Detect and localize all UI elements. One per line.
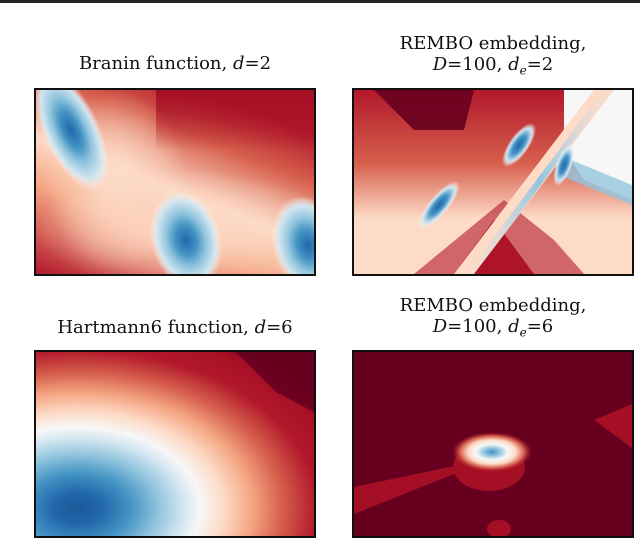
title-eq: =6: [266, 317, 293, 338]
rembo6-title: REMBO embedding, D=100, de=6: [352, 295, 634, 344]
var-sub: e: [519, 63, 527, 78]
title-eq: =2: [244, 53, 272, 74]
var-D: D: [432, 316, 448, 337]
rembo2-title: REMBO embedding, D=100, de=2: [352, 33, 634, 82]
title-line1: REMBO embedding,: [399, 33, 587, 54]
rembo2-contour-plot: [352, 88, 634, 276]
title-var: d: [254, 317, 267, 338]
rembo6-contour-plot: [352, 350, 634, 538]
title-mid: =100,: [447, 316, 509, 337]
hartmann6-contour-plot: [34, 350, 316, 538]
title-var: d: [232, 53, 245, 74]
title-eq: =2: [526, 54, 554, 75]
branin-contour-plot: [34, 88, 316, 276]
var-d: d: [508, 316, 520, 337]
title-line2: D=100, de=2: [352, 54, 634, 82]
title-mid: =100,: [447, 54, 509, 75]
title-line1: REMBO embedding,: [399, 295, 587, 316]
var-D: D: [432, 54, 448, 75]
hartmann6-title: Hartmann6 function, d=6: [20, 317, 330, 338]
var-d: d: [508, 54, 520, 75]
branin-title: Branin function, d=2: [34, 53, 316, 74]
title-text: Branin function,: [78, 53, 233, 74]
title-eq: =6: [526, 316, 554, 337]
var-sub: e: [519, 325, 527, 340]
title-text: Hartmann6 function,: [57, 317, 255, 338]
title-line2: D=100, de=6: [352, 316, 634, 344]
top-rule: [0, 0, 640, 3]
